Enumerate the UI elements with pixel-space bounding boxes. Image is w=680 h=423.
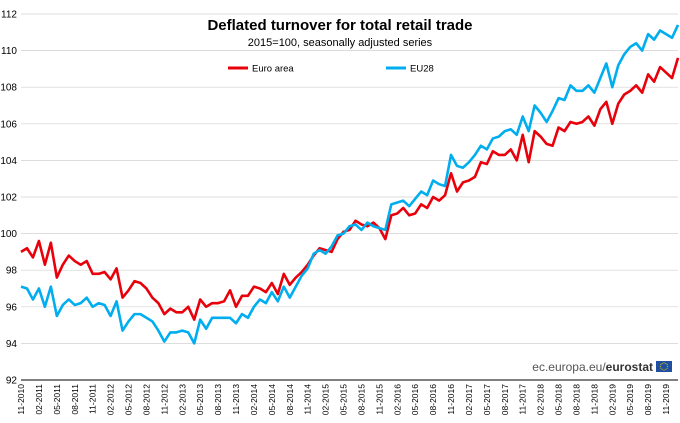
x-axis: 11-2010 02-2011 05-2011 08-2011 11-2011 02-20…	[16, 379, 678, 415]
x-tick-label: 05-2014	[267, 384, 277, 415]
y-tick-label: 98	[6, 266, 18, 277]
x-tick-label: 11-2010	[16, 384, 26, 415]
x-tick-label: 08-2018	[571, 384, 581, 415]
x-tick-label: 02-2013	[177, 384, 187, 415]
x-tick-label: 02-2014	[249, 384, 259, 415]
y-tick-label: 96	[6, 302, 18, 313]
series-lines	[20, 24, 680, 345]
y-tick-label: 94	[6, 339, 18, 350]
x-tick-label: 08-2014	[285, 384, 295, 415]
x-tick-label: 02-2012	[106, 384, 116, 415]
legend-item-eu28: EU28	[386, 64, 434, 75]
x-tick-label: 08-2011	[70, 384, 80, 415]
x-tick-label: 05-2011	[52, 384, 62, 415]
y-tick-label: 112	[1, 10, 17, 21]
x-tick-label: 02-2017	[464, 384, 474, 415]
x-tick-label: 11-2017	[518, 384, 528, 415]
x-tick-label: 02-2019	[607, 384, 617, 415]
x-tick-label: 08-2017	[500, 384, 510, 415]
source-brand: eurostat	[606, 360, 653, 374]
legend-label-euro-area: Euro area	[252, 64, 294, 75]
x-tick-label: 05-2017	[482, 384, 492, 415]
x-tick-label: 11-2014	[303, 384, 313, 415]
x-tick-label: 05-2016	[410, 384, 420, 415]
y-tick-label: 100	[0, 229, 17, 240]
x-tick-label: 08-2016	[428, 384, 438, 415]
x-tick-label: 08-2019	[643, 384, 653, 415]
legend: Euro area EU28	[228, 64, 434, 75]
x-tick-label: 11-2018	[589, 384, 599, 415]
x-tick-label: 11-2016	[446, 384, 456, 415]
x-tick-label: 05-2015	[339, 384, 349, 415]
series-line-euro-area	[20, 57, 680, 321]
legend-item-euro-area: Euro area	[228, 64, 294, 75]
y-tick-label: 108	[0, 83, 17, 94]
x-tick-label: 02-2016	[392, 384, 402, 415]
source-prefix: ec.europa.eu/	[532, 360, 606, 374]
y-tick-label: 110	[1, 46, 17, 57]
source-text: ec.europa.eu/eurostat	[532, 360, 653, 374]
y-tick-label: 104	[0, 156, 17, 167]
x-tick-label: 08-2013	[213, 384, 223, 415]
x-tick-label: 02-2015	[321, 384, 331, 415]
chart-title: Deflated turnover for total retail trade	[207, 17, 472, 34]
x-tick-label: 11-2011	[88, 384, 98, 414]
y-tick-label: 106	[0, 119, 17, 130]
x-tick-label: 05-2018	[554, 384, 564, 415]
series-line-eu28	[20, 24, 680, 345]
y-axis: 92 94 96 98 100 102 104 106 108 110 112	[0, 10, 17, 387]
x-tick-label: 05-2013	[195, 384, 205, 415]
legend-label-eu28: EU28	[410, 64, 434, 75]
x-tick-label: 05-2012	[124, 384, 134, 415]
y-tick-label: 92	[6, 376, 18, 387]
x-tick-label: 11-2012	[159, 384, 169, 415]
x-tick-label: 11-2019	[661, 384, 671, 415]
x-tick-label: 02-2018	[536, 384, 546, 415]
chart-subtitle: 2015=100, seasonally adjusted series	[248, 37, 433, 49]
gridlines	[21, 13, 678, 344]
x-tick-label: 11-2013	[231, 384, 241, 415]
eu-flag-icon	[656, 361, 672, 372]
x-tick-label: 05-2019	[625, 384, 635, 415]
x-tick-label: 08-2015	[356, 384, 366, 415]
x-tick-label: 08-2012	[141, 384, 151, 415]
x-tick-label: 02-2011	[34, 384, 44, 415]
source-credit: ec.europa.eu/eurostat	[532, 360, 672, 374]
y-tick-label: 102	[0, 193, 17, 204]
x-tick-label: 11-2015	[374, 384, 384, 415]
